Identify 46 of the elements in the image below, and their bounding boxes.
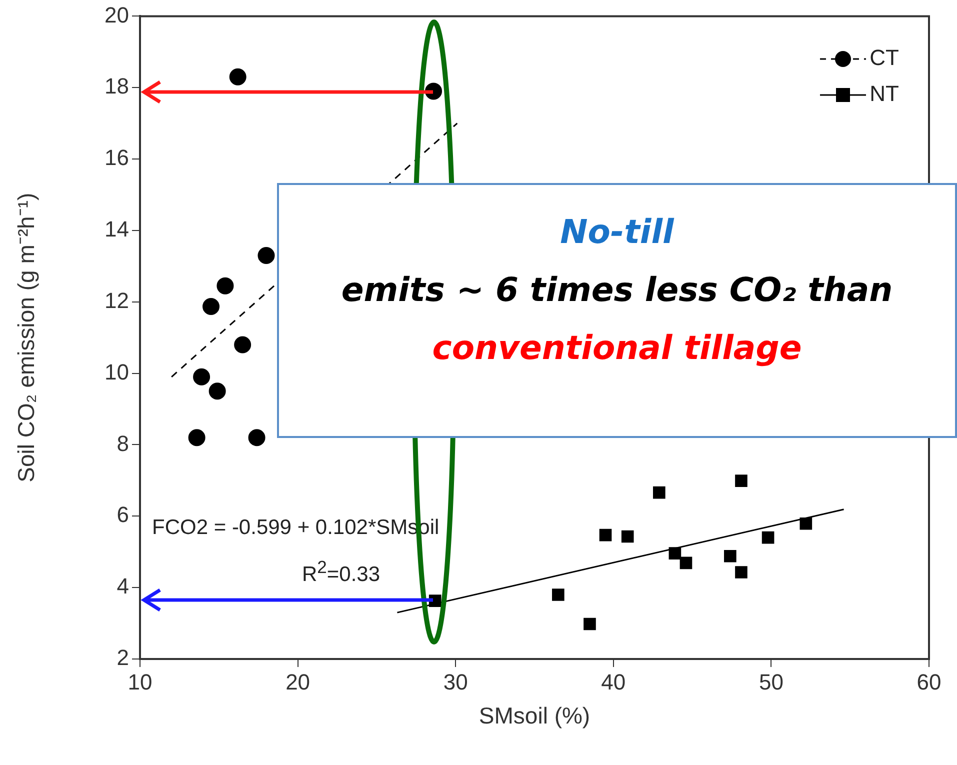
y-tick-label: 18 xyxy=(104,74,129,99)
y-tick-label: 20 xyxy=(104,2,129,28)
legend-label: CT xyxy=(870,45,899,70)
point xyxy=(428,594,442,607)
y-tick-label: 10 xyxy=(104,359,129,384)
point xyxy=(208,382,226,400)
point xyxy=(724,550,736,562)
x-axis-title: SMsoil (%) xyxy=(478,702,590,729)
point xyxy=(599,528,612,542)
point xyxy=(762,531,774,544)
point xyxy=(653,486,666,499)
annotation: conventional tillage xyxy=(431,327,803,369)
y-tick-label: 8 xyxy=(116,430,129,456)
x-tick-label: 40 xyxy=(601,669,626,694)
point xyxy=(202,298,220,316)
point xyxy=(193,368,210,386)
y-axis-title: Soil CO₂ emission (g m⁻²h⁻¹) xyxy=(13,192,40,482)
x-tick-label: 20 xyxy=(286,669,310,694)
annotation: emits ~ 6 times less CO₂ than xyxy=(340,269,894,311)
point xyxy=(234,336,252,354)
point xyxy=(248,429,266,446)
note-box: No-till emits ~ 6 times less CO₂ than conventional tillage xyxy=(277,183,957,438)
legend-label: NT xyxy=(870,81,899,106)
annotation: R$^{2}$=0.33 xyxy=(302,557,380,587)
y-tick-label: 4 xyxy=(116,574,129,599)
x-tick-label: 30 xyxy=(443,669,468,694)
annotation: No-till xyxy=(559,211,676,253)
point xyxy=(229,68,246,86)
x-tick-label: 60 xyxy=(916,669,942,694)
x-tick-label: 50 xyxy=(758,669,784,694)
point xyxy=(188,429,206,446)
point xyxy=(680,556,692,570)
point xyxy=(584,618,596,630)
y-tick-label: 16 xyxy=(104,145,129,170)
point xyxy=(800,518,812,530)
point xyxy=(735,566,748,578)
y-tick-label: 12 xyxy=(104,288,129,313)
point xyxy=(552,588,564,601)
y-tick-label: 2 xyxy=(116,645,129,670)
point xyxy=(621,530,634,543)
y-tick-label: 14 xyxy=(104,216,129,242)
point xyxy=(735,474,748,487)
point xyxy=(216,277,234,294)
point xyxy=(668,547,682,560)
point xyxy=(258,246,275,264)
y-tick-label: 6 xyxy=(116,502,129,528)
